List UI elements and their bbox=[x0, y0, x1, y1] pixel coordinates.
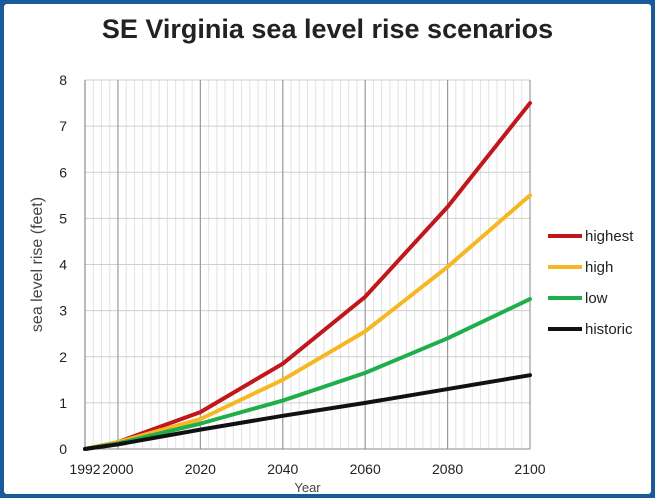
chart-title: SE Virginia sea level rise scenarios bbox=[101, 14, 554, 44]
y-tick-label: 0 bbox=[59, 441, 67, 457]
x-tick-label: 2060 bbox=[350, 461, 381, 477]
x-tick-label: 2020 bbox=[185, 461, 216, 477]
legend-label-highest: highest bbox=[585, 228, 634, 245]
series-lines bbox=[83, 101, 532, 451]
x-tick-label: 2000 bbox=[102, 461, 133, 477]
y-axis-label: sea level rise (feet) bbox=[29, 197, 46, 332]
y-tick-label: 8 bbox=[59, 72, 67, 88]
y-tick-label: 7 bbox=[59, 118, 67, 134]
y-tick-label: 5 bbox=[59, 210, 67, 226]
y-tick-label: 1 bbox=[59, 395, 67, 411]
legend: highest high low historic bbox=[548, 228, 634, 338]
x-tick-label: 2040 bbox=[267, 461, 298, 477]
y-tick-label: 4 bbox=[59, 257, 67, 273]
legend-label-high: high bbox=[585, 259, 613, 276]
legend-label-low: low bbox=[585, 290, 608, 307]
axes: 0 1 2 3 4 5 6 7 8 1992 2000 2020 2040 2060 2080 2100 bbox=[59, 72, 546, 477]
series-line-historic bbox=[83, 373, 532, 451]
y-tick-label: 6 bbox=[59, 164, 67, 180]
x-tick-label: 2080 bbox=[432, 461, 463, 477]
x-tick-label: 2100 bbox=[514, 461, 545, 477]
x-tick-label: 1992 bbox=[69, 461, 100, 477]
legend-label-historic: historic bbox=[585, 321, 633, 338]
y-tick-label: 3 bbox=[59, 303, 67, 319]
x-axis-label: Year bbox=[294, 480, 321, 495]
y-tick-label: 2 bbox=[59, 349, 67, 365]
